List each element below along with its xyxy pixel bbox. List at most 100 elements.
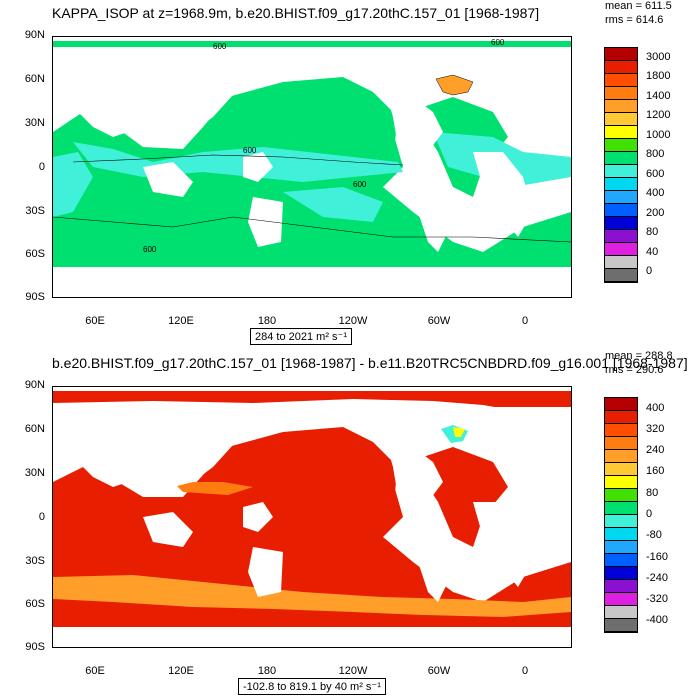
mean-label: mean = 611.5 [605,0,672,12]
rms-label: rms = 290.6 [605,364,664,376]
colorbar-swatch [605,139,637,152]
colorbar-swatch [605,243,637,256]
colorbar-swatch [605,489,637,502]
australia [248,197,283,247]
x-tick-label: 180 [257,665,277,677]
africa-east [143,162,193,197]
south-america [413,177,458,252]
colorbar-swatch [605,476,637,489]
colorbar-label: 1000 [646,128,671,141]
map-plot: 600 600 600 600 600 [52,36,572,298]
contour-label: 600 [491,38,505,47]
southern-ocean-band [53,575,571,617]
colorbar [604,397,638,633]
contour-label: 600 [243,146,257,155]
colorbar-label: 240 [646,444,665,457]
colorbar-label: 80 [646,226,659,239]
colorbar-swatch [605,100,637,113]
antarctica [53,627,571,647]
colorbar-label: 0 [646,265,653,278]
colorbar-label: 600 [646,167,665,180]
colorbar-label: 0 [646,508,653,520]
australia [248,547,283,597]
colorbar-label: -320 [646,593,669,606]
colorbar-swatch [605,606,637,619]
y-tick-label: 90N [24,379,45,391]
y-tick-label: 30N [24,467,45,479]
x-tick-label: 60E [85,665,105,677]
x-tick-label: 120W [338,665,368,677]
colorbar-swatch [605,87,637,100]
x-tick-label: 60E [85,315,105,327]
colorbar-label: -400 [646,614,669,627]
colorbar-swatch [605,619,637,632]
map-svg: 600 600 600 600 600 [53,38,571,297]
x-tick-label: 120W [338,315,368,327]
colorbar-label: -80 [646,529,662,542]
northern-landmass [53,407,571,487]
africa [473,152,533,237]
colorbar-label: 400 [646,401,665,414]
africa [473,502,533,587]
map-svg [53,387,571,647]
colorbar-label: 200 [646,206,665,219]
colorbar-swatch [605,113,637,126]
colorbar-swatch [605,256,637,269]
colorbar-swatch [605,541,637,554]
colorbar-swatch [605,502,637,515]
y-tick-label: 90S [25,291,45,303]
colorbar-swatch [605,567,637,580]
y-tick-label: 60N [24,423,45,435]
atlantic-field [423,447,508,547]
maritime-continent [243,152,273,182]
northern-landmass [53,47,571,137]
colorbar-swatch [605,48,637,61]
contour-line [53,216,571,243]
colorbar-label: 40 [646,245,659,258]
panel-difference: b.e20.BHIST.f09_g17.20thC.157_01 [1968-1… [0,350,700,700]
arctic-field [53,391,571,412]
x-tick-label: 60W [427,315,451,327]
south-america [413,527,458,602]
colorbar-swatch [605,230,637,243]
x-tick-label: 0 [521,665,529,677]
colorbar-swatch [605,217,637,230]
colorbar-label: 1400 [646,89,671,102]
y-tick-label: 0 [38,161,45,173]
colorbar-swatch [605,398,637,411]
southern-patch [283,187,383,222]
chart-title: b.e20.BHIST.f09_g17.20thC.157_01 [1968-1… [52,355,688,371]
colorbar-swatch [605,411,637,424]
colorbar-label: -240 [646,571,669,584]
mean-label: mean = 288.8 [605,350,673,362]
antarctica [53,272,571,297]
colorbar-swatch [605,463,637,476]
map-plot [52,386,572,648]
colorbar-swatch [605,178,637,191]
x-tick-label: 180 [257,315,277,327]
colorbar-swatch [605,424,637,437]
colorbar-swatch [605,61,637,74]
colorbar-label: 1800 [646,70,671,83]
colorbar-swatch [605,126,637,139]
range-label: -102.8 to 819.1 by 40 m² s⁻¹ [238,678,386,695]
chart-title: KAPPA_ISOP at z=1968.9m, b.e20.BHIST.f09… [52,5,540,21]
colorbar-label: 160 [646,465,665,478]
greenland-anomaly-core [453,427,465,437]
contour-line [72,154,404,166]
colorbar-swatch [605,528,637,541]
arctic-band [53,41,571,49]
colorbar-swatch [605,152,637,165]
colorbar-swatch [605,515,637,528]
x-tick-label: 60W [427,665,451,677]
colorbar-label: 320 [646,422,665,435]
colorbar-label: 800 [646,148,665,161]
colorbar-swatch [605,593,637,606]
colorbar-swatch [605,554,637,567]
colorbar-swatch [605,204,637,217]
colorbar-label: 3000 [646,50,671,63]
colorbar-swatch [605,191,637,204]
pacific-field [263,477,403,547]
y-tick-label: 90S [25,641,45,653]
y-tick-label: 60S [25,598,45,610]
